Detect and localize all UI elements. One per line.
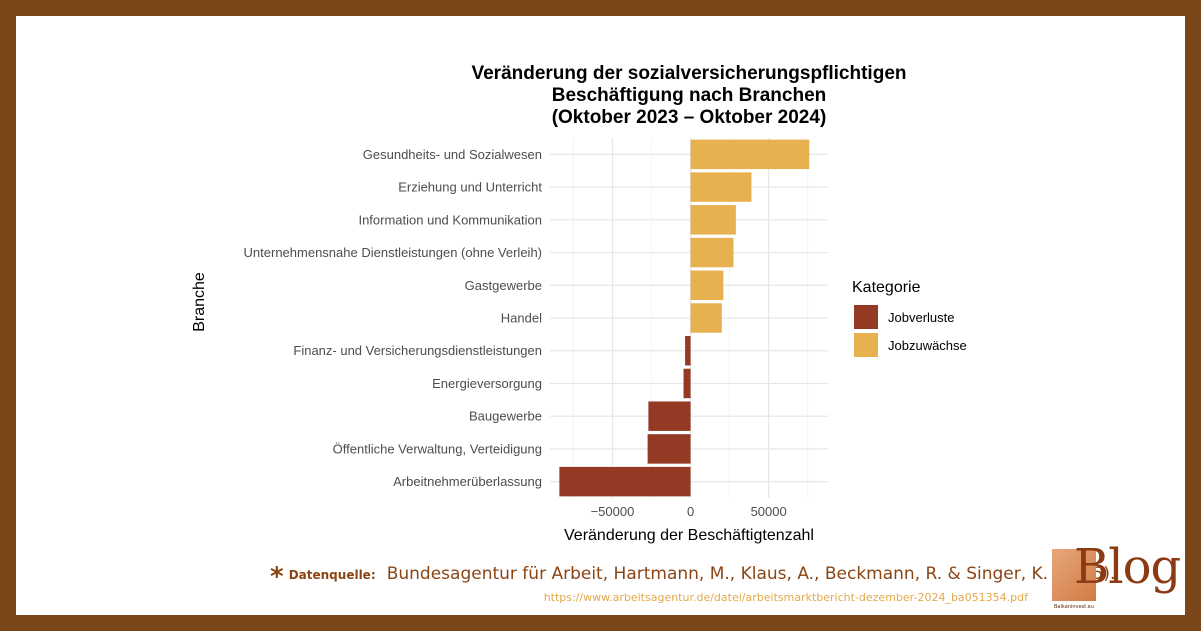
source-text: Bundesagentur für Arbeit, Hartmann, M., … bbox=[386, 564, 1116, 584]
bar bbox=[647, 434, 691, 464]
source-label: Datenquelle: bbox=[288, 568, 376, 582]
category-label: Finanz- und Versicherungsdienstleistunge… bbox=[293, 343, 542, 358]
source-url[interactable]: https://www.arbeitsagentur.de/datei/arbe… bbox=[543, 591, 1028, 604]
category-label: Unternehmensnahe Dienstleistungen (ohne … bbox=[244, 245, 542, 260]
logo-tagline: Balkaninvest.eu bbox=[1054, 604, 1094, 610]
bar bbox=[690, 237, 734, 268]
category-label: Handel bbox=[501, 311, 542, 326]
logo-box bbox=[1052, 549, 1096, 601]
legend-label: Jobverluste bbox=[888, 310, 954, 325]
chart-title-line: (Oktober 2023 – Oktober 2024) bbox=[552, 107, 827, 128]
bar bbox=[690, 172, 752, 202]
content-frame: Gesundheits- und Sozialwesen Erziehung un… bbox=[16, 16, 1185, 615]
category-label: Information und Kommunikation bbox=[358, 212, 542, 227]
x-tick-label: −50000 bbox=[591, 504, 635, 519]
logo-word: Blog bbox=[1074, 539, 1181, 595]
chart-title-line: Veränderung der sozialversicherungspflic… bbox=[471, 63, 906, 84]
bar bbox=[690, 139, 810, 170]
bar bbox=[683, 368, 691, 399]
footnote-star: * bbox=[270, 562, 284, 592]
bar bbox=[690, 303, 722, 333]
data-source: * Datenquelle: Bundesagentur für Arbeit,… bbox=[270, 562, 1115, 592]
blog-logo[interactable]: Blog Balkaninvest.eu bbox=[1052, 539, 1181, 610]
legend-title: Kategorie bbox=[852, 279, 921, 296]
category-label: Erziehung und Unterricht bbox=[398, 180, 542, 195]
category-label: Öffentliche Verwaltung, Verteidigung bbox=[333, 441, 542, 456]
category-label: Baugewerbe bbox=[469, 409, 542, 424]
category-label: Gastgewerbe bbox=[465, 278, 542, 293]
category-label: Arbeitnehmerüberlassung bbox=[393, 474, 542, 489]
category-label: Energieversorgung bbox=[432, 376, 542, 391]
chart-title-line: Beschäftigung nach Branchen bbox=[552, 85, 827, 106]
legend-label: Jobzuwächse bbox=[888, 338, 967, 353]
bar bbox=[690, 205, 736, 235]
bar bbox=[559, 466, 691, 497]
bar bbox=[685, 336, 691, 366]
y-axis-title: Branche bbox=[191, 272, 208, 332]
chart: Gesundheits- und Sozialwesen Erziehung un… bbox=[191, 63, 967, 544]
x-axis-title: Veränderung der Beschäftigtenzahl bbox=[564, 527, 814, 544]
legend-swatch bbox=[854, 333, 878, 357]
bar bbox=[690, 270, 724, 300]
bar bbox=[648, 401, 691, 431]
x-tick-label: 50000 bbox=[751, 504, 787, 519]
legend-swatch bbox=[854, 305, 878, 329]
category-label: Gesundheits- und Sozialwesen bbox=[363, 147, 542, 162]
x-tick-label: 0 bbox=[687, 504, 694, 519]
